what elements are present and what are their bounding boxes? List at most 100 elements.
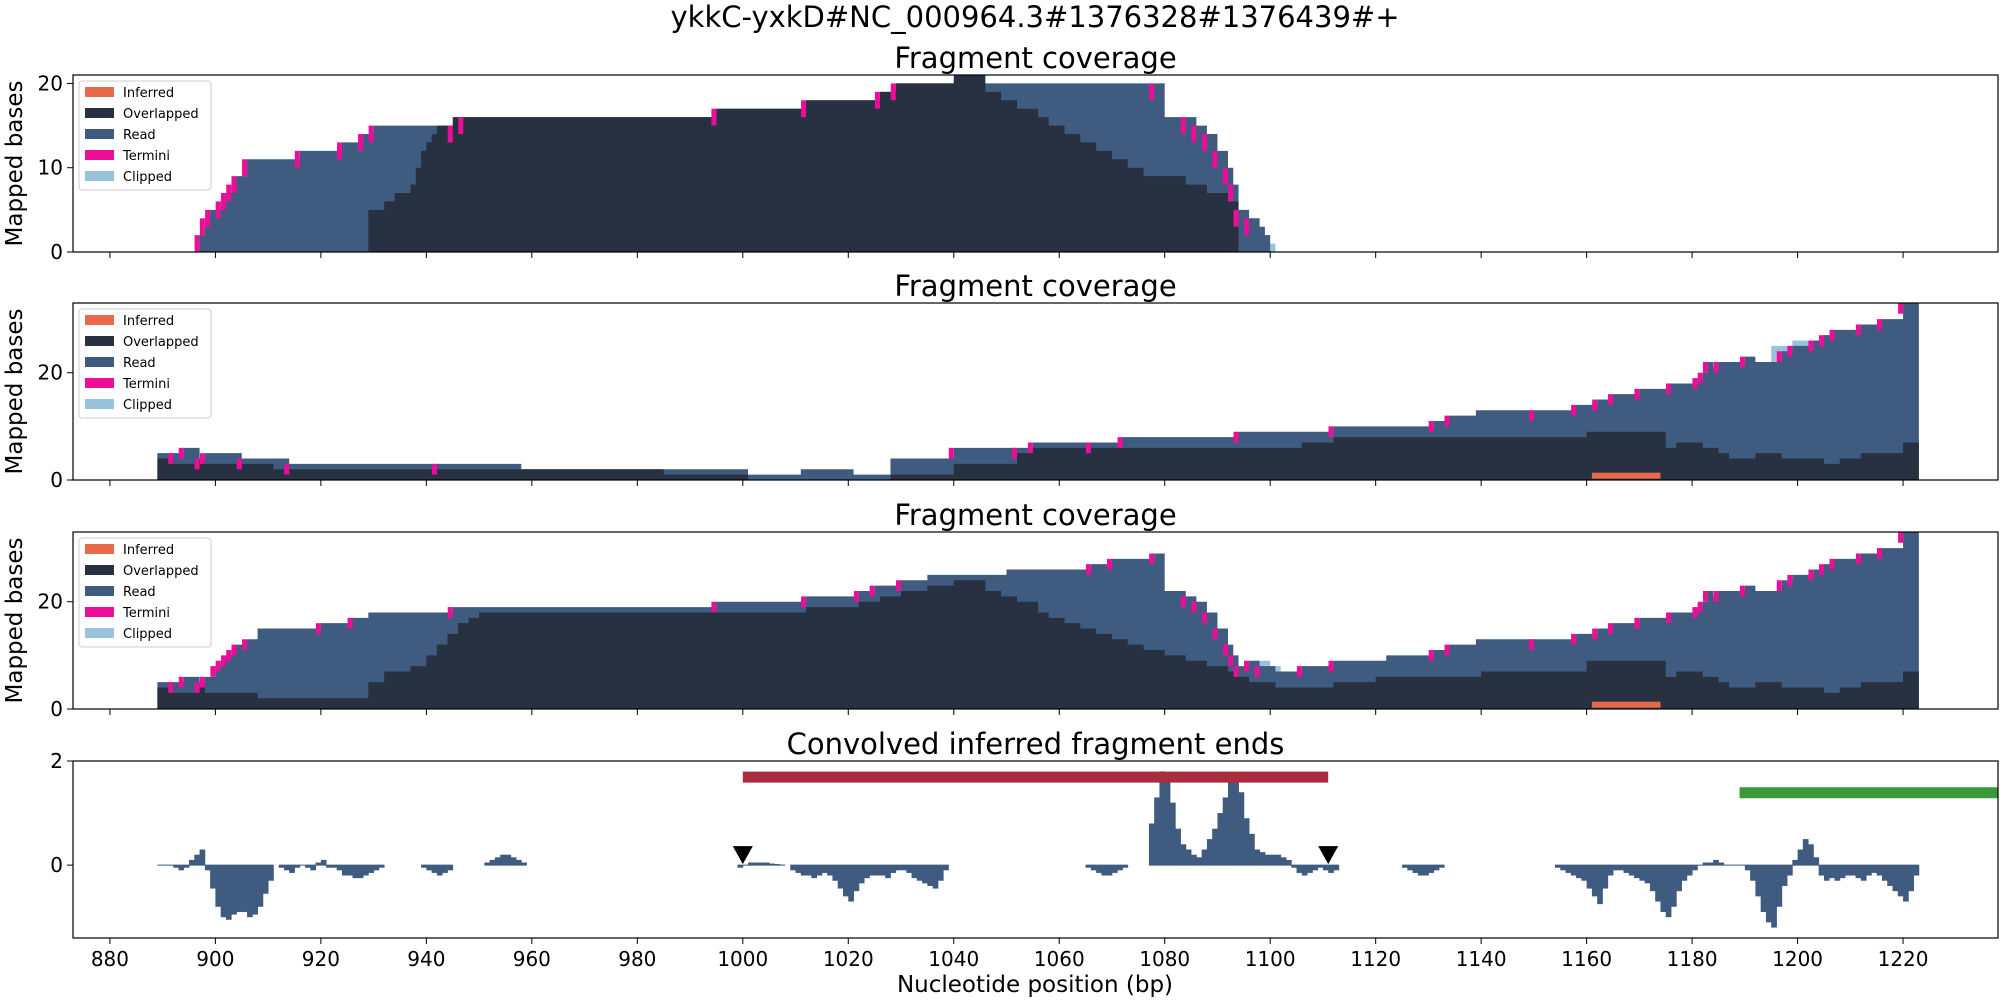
end-bar	[1808, 844, 1814, 866]
termini-mark	[1106, 558, 1112, 570]
legend-label: Read	[123, 128, 156, 143]
end-bar	[336, 865, 343, 871]
end-bar	[1322, 865, 1329, 871]
end-bar	[1702, 862, 1709, 866]
end-bar	[1328, 865, 1334, 873]
x-tick-label: 960	[513, 947, 551, 971]
y-tick-label: 0	[50, 853, 63, 877]
end-bar	[1713, 859, 1719, 866]
end-bar	[937, 865, 944, 881]
termini-mark	[1085, 442, 1091, 454]
termini-mark	[1608, 394, 1613, 405]
legend-label: Inferred	[123, 314, 174, 329]
end-bar	[927, 865, 934, 886]
end-bar	[1407, 865, 1413, 871]
legend-label: Overlapped	[123, 335, 199, 350]
termini-mark	[1244, 660, 1250, 672]
termini-mark	[1713, 591, 1719, 602]
termini-mark	[1027, 442, 1033, 454]
end-bar	[1881, 865, 1888, 881]
termini-mark	[1739, 356, 1745, 368]
end-bar	[1676, 865, 1682, 892]
end-bar	[1312, 865, 1319, 871]
end-bar	[1191, 854, 1197, 866]
termini-mark	[1829, 558, 1835, 570]
end-bar	[1744, 865, 1751, 871]
end-bar	[1212, 828, 1218, 866]
end-bar	[895, 865, 902, 871]
end-bar	[1781, 865, 1788, 886]
termini-mark	[1855, 553, 1861, 565]
termini-mark	[1428, 421, 1434, 432]
termini-mark	[231, 176, 237, 193]
termini-mark	[1180, 117, 1186, 134]
termini-mark	[447, 125, 453, 143]
end-bar	[1423, 865, 1429, 876]
end-bar	[1671, 865, 1677, 907]
x-tick-label: 1140	[1456, 947, 1507, 971]
end-bar	[1096, 865, 1102, 873]
end-bar	[1649, 865, 1656, 892]
end-bar	[1871, 865, 1878, 873]
termini-mark	[168, 453, 174, 464]
termini-mark	[1223, 644, 1228, 656]
legend-swatch	[85, 607, 114, 617]
end-bar	[916, 865, 923, 881]
end-bar	[1829, 865, 1835, 879]
end-bar	[1402, 865, 1408, 868]
termini-mark	[199, 676, 205, 688]
end-bar	[278, 865, 285, 868]
termini-mark	[874, 91, 880, 109]
end-bar	[1776, 865, 1783, 907]
end-bar	[1755, 865, 1762, 897]
end-bar	[790, 865, 796, 871]
end-bar	[1787, 865, 1793, 876]
termini-mark	[1328, 660, 1334, 672]
end-bar	[1660, 865, 1667, 912]
termini-mark	[1254, 666, 1260, 677]
termini-mark	[1608, 623, 1613, 634]
end-bar	[1892, 865, 1899, 892]
end-bar	[1613, 865, 1619, 871]
end-bar	[1417, 865, 1424, 876]
x-tick-label: 1120	[1350, 947, 1401, 971]
end-bar	[1412, 865, 1419, 873]
end-bar	[1823, 865, 1830, 881]
subplot-title: Fragment coverage	[894, 41, 1176, 75]
end-bar	[1818, 865, 1825, 876]
legend-swatch	[85, 357, 114, 367]
termini-mark	[1776, 351, 1782, 362]
end-bar	[753, 862, 760, 866]
termini-mark	[210, 666, 216, 677]
end-bar	[1428, 865, 1435, 873]
termini-mark	[1666, 612, 1672, 624]
termini-mark	[1739, 585, 1745, 597]
termini-mark	[1233, 666, 1239, 677]
end-bar	[363, 865, 369, 876]
termini-mark	[1228, 184, 1234, 202]
end-bar	[1628, 865, 1635, 876]
end-bar	[1908, 865, 1915, 892]
x-tick-label: 1220	[1878, 947, 1929, 971]
end-bar	[310, 865, 317, 871]
x-tick-label: 1020	[823, 947, 874, 971]
end-bar	[1644, 865, 1651, 884]
end-bar	[1581, 865, 1588, 881]
termini-mark	[1117, 437, 1123, 448]
termini-mark	[1818, 564, 1824, 575]
end-bar	[843, 865, 849, 897]
termini-mark	[1787, 345, 1793, 357]
end-bar	[257, 865, 264, 907]
legend-label: Inferred	[123, 543, 174, 558]
subplot-title: Fragment coverage	[894, 269, 1176, 303]
down-arrow-marker	[1318, 846, 1339, 865]
y-tick-label: 2	[50, 749, 63, 773]
end-bar	[489, 859, 496, 866]
end-bar	[1665, 865, 1672, 918]
x-tick-label: 880	[91, 947, 129, 971]
end-bar	[289, 865, 295, 873]
end-bar	[758, 862, 765, 866]
end-bar	[1286, 859, 1292, 866]
y-tick-label: 0	[50, 240, 63, 264]
end-bar	[436, 865, 443, 876]
